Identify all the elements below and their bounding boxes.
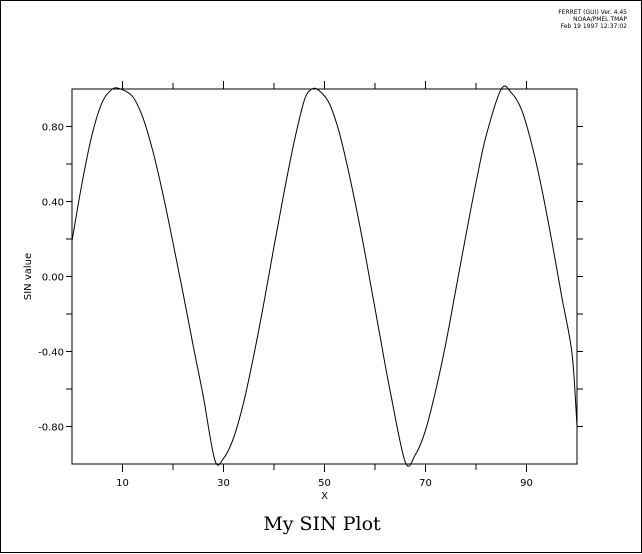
header-line-version: FERRET (GUI) Ver. 4.45 xyxy=(558,9,627,16)
header-line-org: NOAA/PMEL TMAP xyxy=(573,16,627,23)
y-tick-label: 0.80 xyxy=(42,123,64,134)
chart-title: My SIN Plot xyxy=(263,513,381,535)
ferret-header: FERRET (GUI) Ver. 4.45 NOAA/PMEL TMAP Fe… xyxy=(558,9,627,30)
y-tick-label: -0.80 xyxy=(38,423,64,434)
x-tick-label: 50 xyxy=(318,478,331,489)
y-axis-label: SIN value xyxy=(23,253,34,300)
x-axis-label: X xyxy=(321,491,328,502)
x-tick-label: 70 xyxy=(419,478,432,489)
axis-ticks xyxy=(66,81,583,472)
header-line-date: Feb 19 1997 12:37:02 xyxy=(560,23,627,30)
y-tick-label: 0.40 xyxy=(42,198,64,209)
y-tick-label: -0.40 xyxy=(38,348,64,359)
x-tick-label: 90 xyxy=(520,478,533,489)
y-tick-label: 0.00 xyxy=(42,273,64,284)
plot-area-border xyxy=(71,88,578,465)
x-tick-label: 30 xyxy=(217,478,230,489)
x-tick-label: 10 xyxy=(116,478,129,489)
series-line-sin xyxy=(71,85,578,467)
axis-tick-labels: 10 30 50 70 90 0.80 0.40 0.00 -0.40 -0.80 xyxy=(38,123,533,490)
